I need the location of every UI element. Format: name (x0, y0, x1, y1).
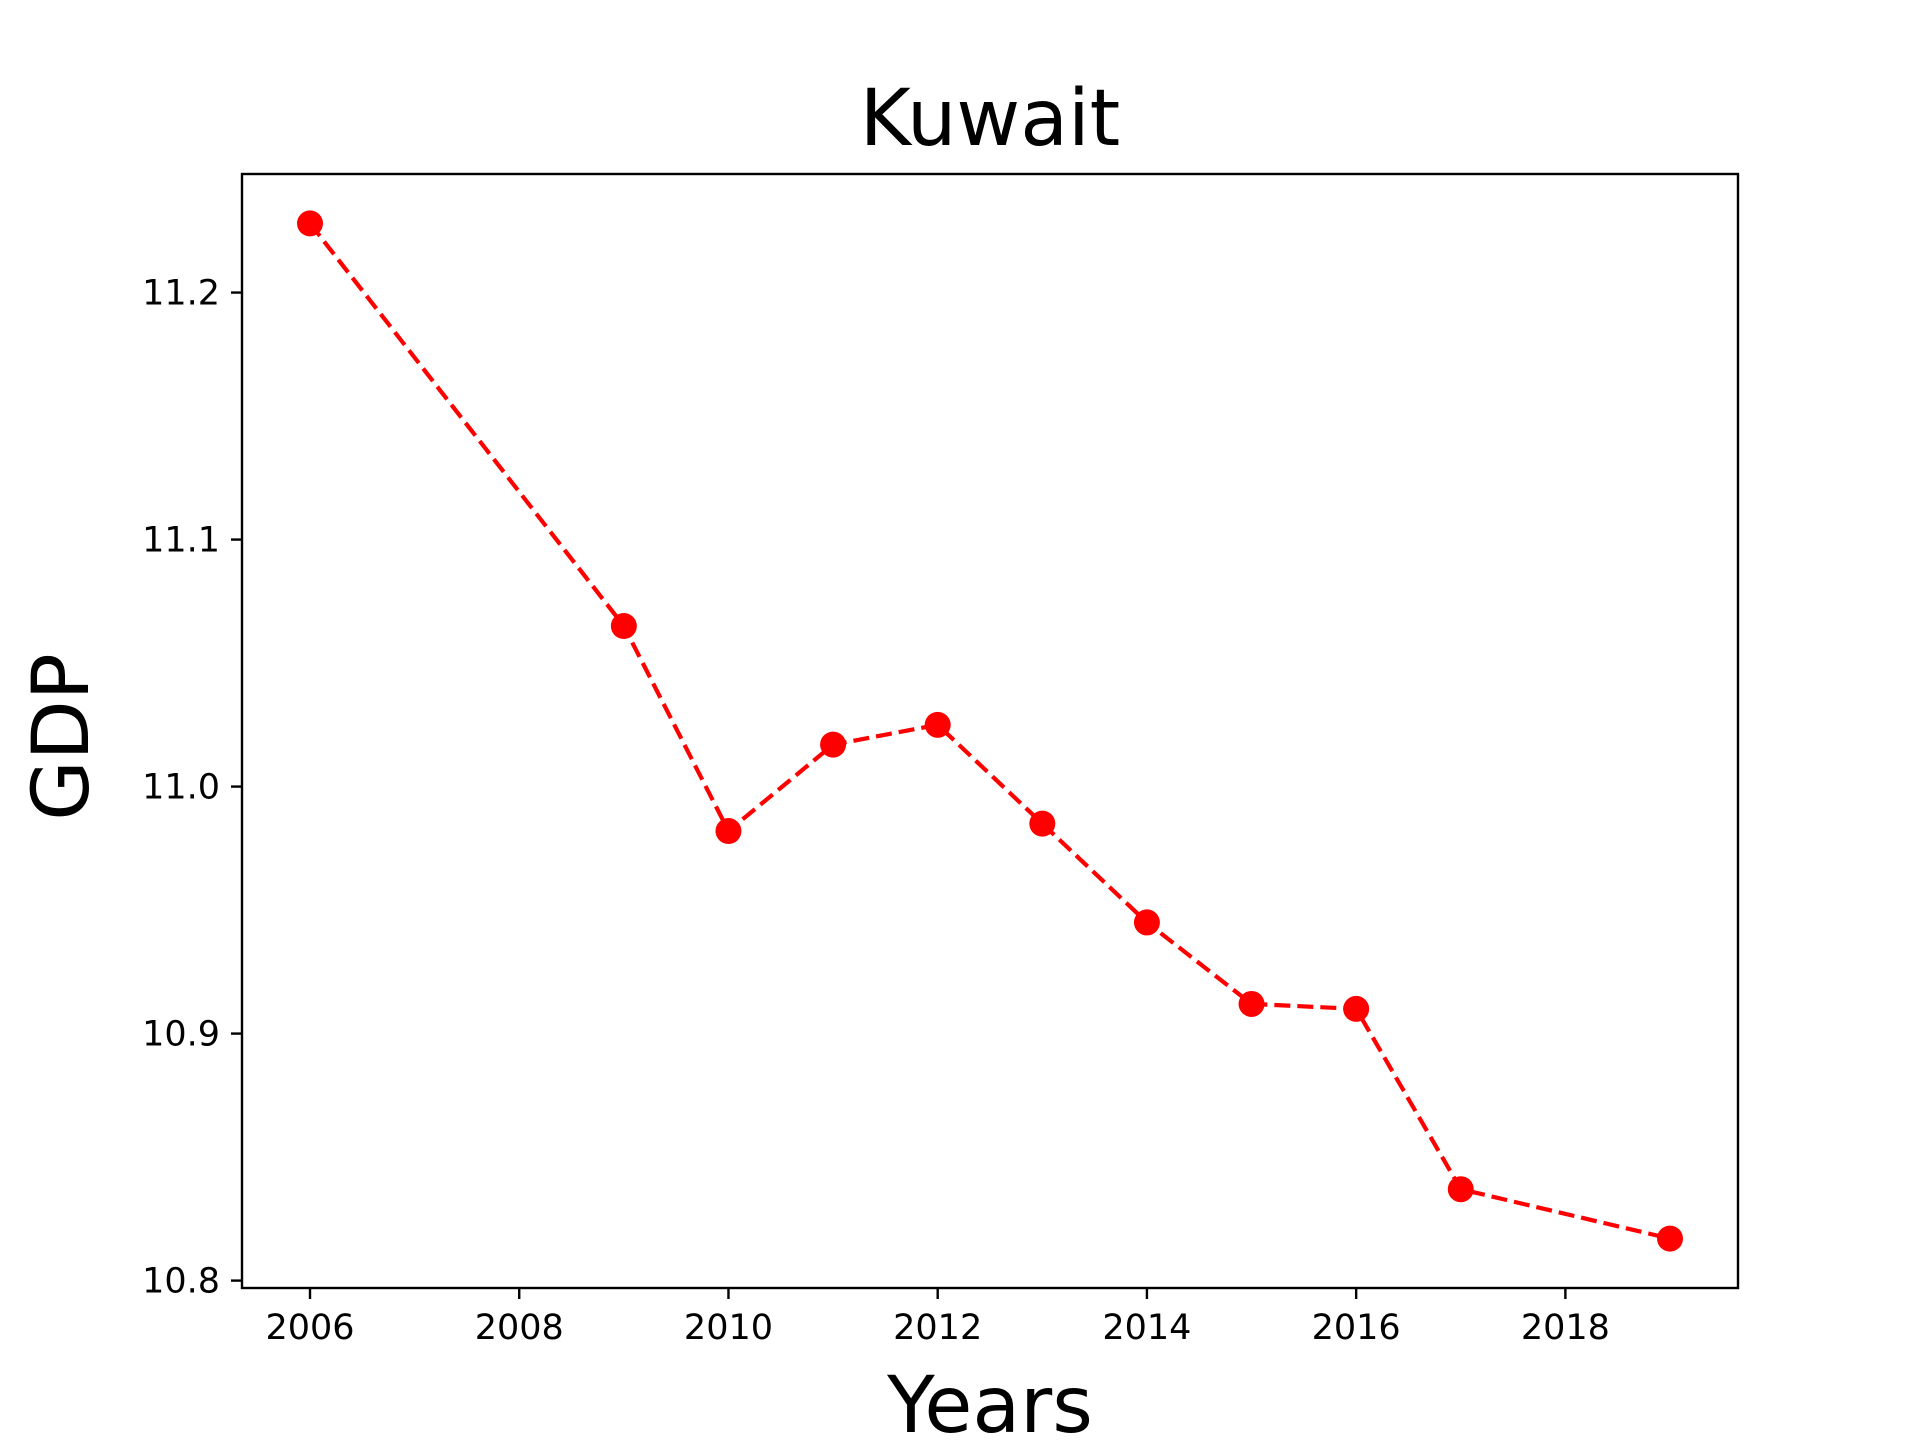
data-point (1447, 1176, 1474, 1203)
data-point (1133, 909, 1160, 936)
y-tick-label: 10.8 (142, 1262, 220, 1302)
plot-frame (240, 172, 1740, 1290)
x-axis-label: Years (886, 1361, 1093, 1440)
data-point (924, 711, 951, 738)
y-tick-label: 11.0 (142, 768, 220, 808)
y-tick-label: 11.1 (142, 521, 220, 561)
data-point (297, 210, 323, 237)
data-point (1657, 1225, 1683, 1252)
x-tick-label: 2008 (475, 1308, 564, 1348)
x-tick-label: 2018 (1521, 1308, 1610, 1348)
y-axis-label: GDP (17, 653, 107, 821)
chart-title: Kuwait (860, 74, 1121, 164)
y-tick-label: 11.2 (142, 274, 220, 314)
data-point (820, 731, 847, 758)
x-tick-label: 2006 (265, 1308, 354, 1348)
data-point (610, 613, 637, 640)
y-axis: 10.8 10.9 11.0 11.1 11.2 (142, 274, 242, 1302)
y-tick-label: 10.9 (142, 1015, 220, 1055)
data-point (1238, 990, 1265, 1017)
data-point (1029, 810, 1056, 837)
data-point (715, 818, 742, 845)
data-point (1343, 995, 1370, 1022)
x-tick-label: 2012 (893, 1308, 982, 1348)
series-line (308, 222, 1671, 1241)
x-tick-label: 2010 (684, 1308, 773, 1348)
x-axis: 2006 2008 2010 2012 2014 2016 2018 (265, 1288, 1610, 1348)
series-layer (297, 210, 1683, 1252)
x-tick-label: 2014 (1102, 1308, 1191, 1348)
x-tick-label: 2016 (1312, 1308, 1401, 1348)
